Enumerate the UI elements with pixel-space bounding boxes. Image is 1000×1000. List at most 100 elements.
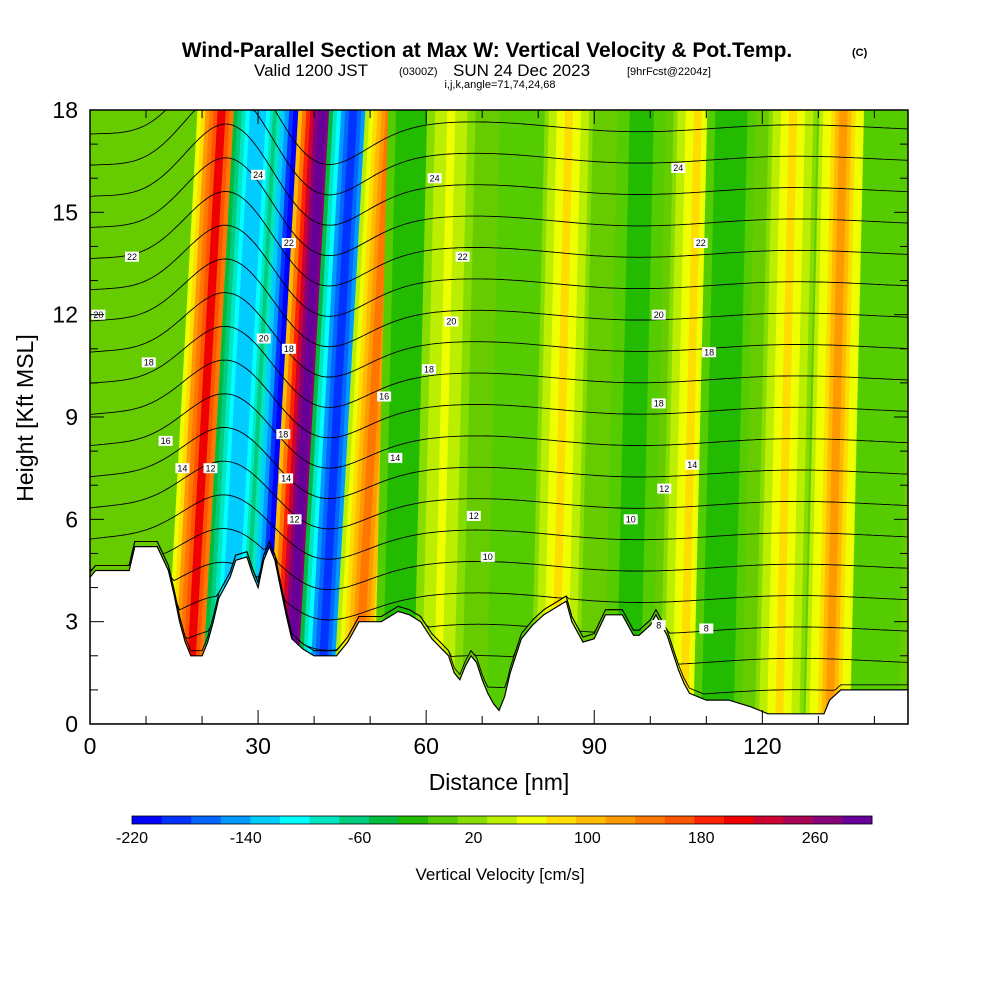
isentrope-10 <box>90 540 908 651</box>
colorbar-swatch <box>546 816 577 824</box>
colorbar-tick-label: -140 <box>230 830 262 847</box>
isentrope-26 <box>90 110 908 165</box>
colorbar-swatch <box>161 816 192 824</box>
colorbar-label: Vertical Velocity [cm/s] <box>415 865 584 884</box>
x-tick-label: 60 <box>413 733 439 759</box>
contour-label-text: 10 <box>626 515 636 525</box>
valid-date: SUN 24 Dec 2023 <box>453 61 590 80</box>
contour-label: 10 <box>480 551 495 562</box>
contour-label-text: 18 <box>424 364 434 374</box>
isentrope-18 <box>90 325 908 408</box>
contour-label-text: 20 <box>259 334 269 344</box>
colorbar-swatch <box>132 816 162 824</box>
plot-area: 20 22 18 16 14 12 24 22 20 18 18 14 12 24 22 20 18 16 14 12… <box>90 110 908 724</box>
colorbar-swatch <box>191 816 222 824</box>
w-band-12-layer-5 <box>713 110 736 724</box>
colorbar-swatch <box>428 816 458 824</box>
copyright-mark: (C) <box>852 47 868 59</box>
w-band-9-layer-5 <box>551 110 574 724</box>
w-band-3-layer-5 <box>284 110 327 724</box>
contour-label-text: 18 <box>654 399 664 409</box>
contour-label: 18 <box>281 343 296 354</box>
contour-label-text: 12 <box>289 515 299 525</box>
contour-label-text: 14 <box>687 460 697 470</box>
contour-label-text: 8 <box>704 624 709 634</box>
contour-label: 18 <box>422 364 436 374</box>
x-tick-label: 0 <box>84 733 97 759</box>
colorbar-swatch <box>516 816 547 824</box>
contour-label: 12 <box>203 463 218 473</box>
contour-label-text: 20 <box>446 317 456 327</box>
contour-label: 8 <box>651 620 666 630</box>
w-band-11-layer-5 <box>679 110 702 724</box>
x-tick-label: 30 <box>245 733 271 759</box>
contour-label-text: 24 <box>673 163 683 173</box>
isentrope-16 <box>90 393 908 469</box>
contour-label-text: 22 <box>696 238 706 248</box>
isentrope-24 <box>90 123 908 226</box>
colorbar-swatch <box>842 816 873 824</box>
colorbar-swatch <box>694 816 725 824</box>
colorbar-tick-label: 20 <box>465 830 483 847</box>
w-band-15-layer-5 <box>870 110 893 724</box>
contour-label-text: 12 <box>659 484 669 494</box>
colorbar-swatch <box>724 816 754 824</box>
colorbar-swatch <box>368 816 399 824</box>
colorbar <box>131 815 873 825</box>
contour-label: 12 <box>287 514 302 525</box>
isentrope-20 <box>90 258 908 348</box>
contour-label: 24 <box>427 173 442 183</box>
isentrope-17 <box>90 359 908 439</box>
grid-indices: i,j,k,angle=71,74,24,68 <box>444 79 555 91</box>
isentrope-13 <box>90 494 908 560</box>
colorbar-swatch <box>487 816 518 824</box>
colorbar-tick-label: 180 <box>688 830 715 847</box>
contour-label-text: 14 <box>281 474 291 484</box>
contour-label-text: 24 <box>253 170 263 180</box>
x-tick-label: 90 <box>581 733 607 759</box>
colorbar-swatch <box>250 816 281 824</box>
isentrope-25 <box>90 110 908 196</box>
colorbar-swatch <box>457 816 488 824</box>
isentrope-11 <box>90 540 908 621</box>
colorbar-swatch <box>753 816 784 824</box>
w-band-13-layer-5 <box>775 110 798 724</box>
contour-label: 20 <box>651 309 666 320</box>
colorbar-tick-label: -60 <box>348 830 371 847</box>
contour-label-text: 22 <box>127 252 137 262</box>
colorbar-tick-label: -220 <box>116 830 148 847</box>
x-axis-ticks: 0 30 60 90 120 <box>84 110 875 759</box>
y-tick-label: 6 <box>65 506 78 532</box>
contour-label-text: 18 <box>284 344 294 354</box>
contour-label-text: 22 <box>284 238 294 248</box>
y-tick-label: 3 <box>65 609 78 635</box>
contour-label-text: 22 <box>458 252 468 262</box>
contour-label: 22 <box>125 251 139 262</box>
contour-label-text: 12 <box>205 463 215 473</box>
contour-label: 12 <box>657 483 672 494</box>
y-axis-ticks: 0 3 6 9 12 15 18 <box>52 97 908 737</box>
colorbar-swatch <box>605 816 636 824</box>
colorbar-tick-label: 260 <box>802 830 829 847</box>
w-band-6-layer-5 <box>394 110 417 724</box>
colorbar-swatch <box>339 816 370 824</box>
contour-label-text: 8 <box>656 620 661 630</box>
contour-label-text: 14 <box>390 453 400 463</box>
colorbar-swatch <box>664 816 695 824</box>
contour-label: 24 <box>251 169 266 180</box>
w-band-4-layer-5 <box>315 110 358 724</box>
terrain-mask <box>90 545 908 724</box>
contour-label: 18 <box>141 357 156 368</box>
colorbar-swatch <box>576 816 606 824</box>
y-tick-label: 18 <box>52 97 78 123</box>
contour-label: 20 <box>444 316 459 327</box>
isentrope-14 <box>90 460 908 530</box>
isentrope-23 <box>90 157 908 257</box>
colorbar-swatch <box>783 816 814 824</box>
contour-label: 14 <box>388 452 403 463</box>
contour-label-text: 24 <box>430 173 440 183</box>
w-band-14-layer-5 <box>825 110 848 724</box>
y-axis-label: Height [Kft MSL] <box>12 334 38 501</box>
y-tick-label: 15 <box>52 199 78 225</box>
